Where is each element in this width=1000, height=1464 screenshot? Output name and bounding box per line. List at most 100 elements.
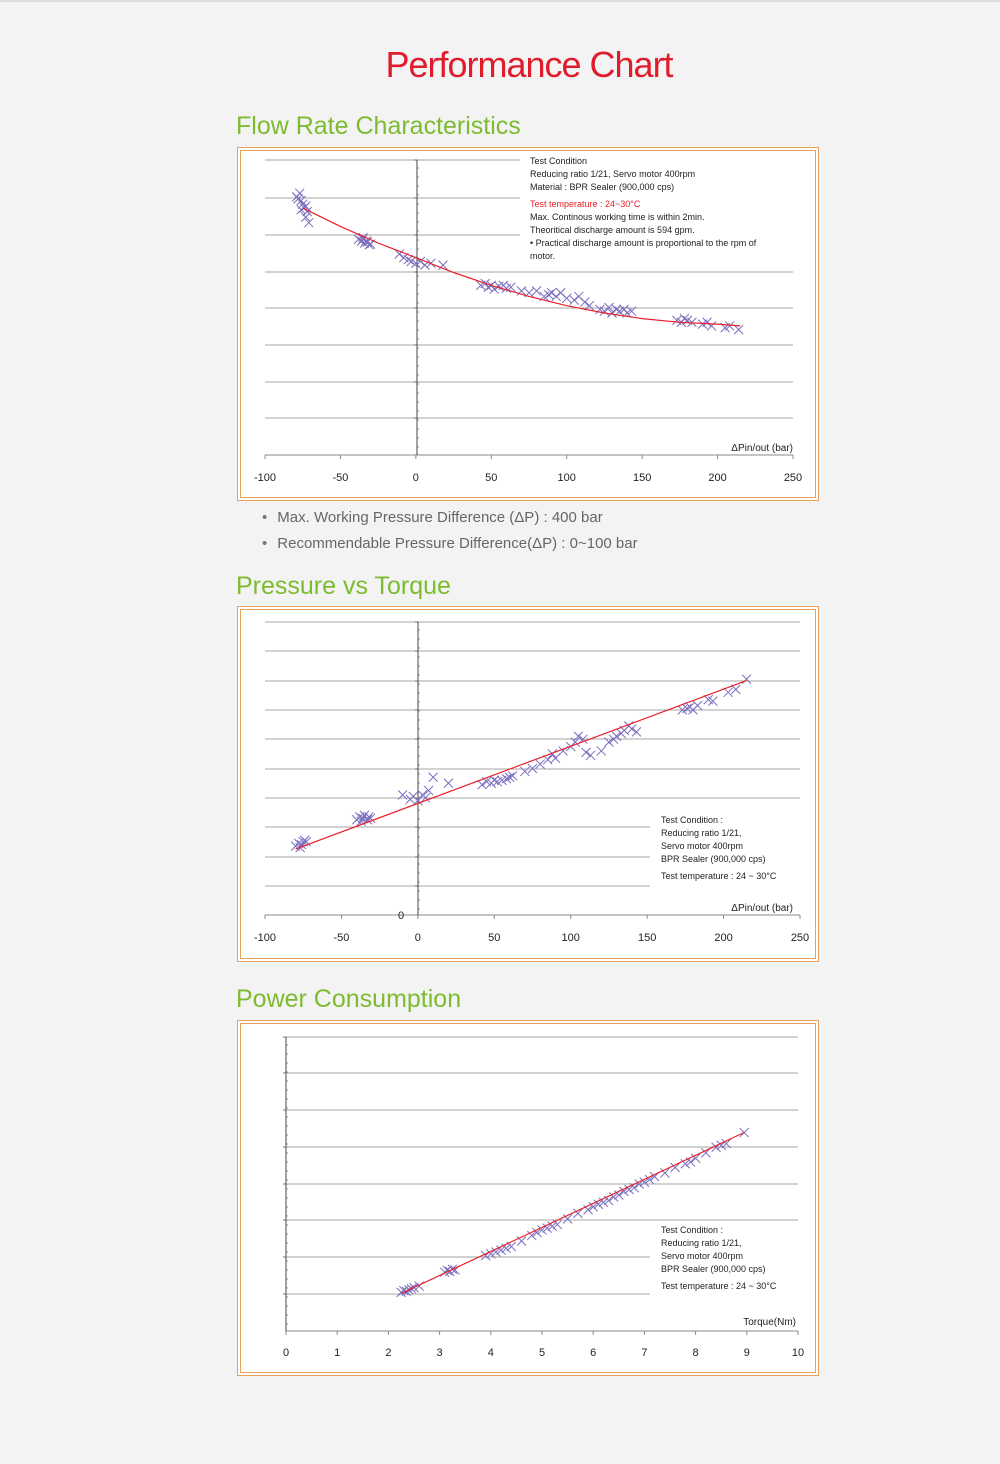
data-point bbox=[708, 696, 718, 706]
data-point bbox=[356, 816, 367, 827]
data-point-stroke bbox=[724, 321, 735, 331]
x-tick-label: 100 bbox=[558, 472, 576, 484]
data-point bbox=[546, 287, 557, 298]
data-point bbox=[682, 703, 692, 714]
data-point-stroke bbox=[596, 746, 607, 756]
data-point-stroke bbox=[660, 1168, 670, 1178]
data-point-stroke bbox=[303, 217, 314, 228]
data-point bbox=[297, 199, 308, 210]
data-point-stroke bbox=[527, 763, 538, 774]
annotation-line: Material : BPR Sealer (900,000 cps) bbox=[530, 182, 674, 192]
data-point bbox=[739, 1127, 750, 1138]
notes-list: Max. Working Pressure Difference (ΔP) : … bbox=[262, 508, 637, 560]
top-divider bbox=[0, 0, 1000, 2]
data-point-stroke bbox=[604, 302, 614, 313]
data-point-stroke bbox=[585, 750, 596, 761]
data-point bbox=[428, 772, 438, 783]
data-point-stroke bbox=[584, 300, 595, 311]
x-tick-label: 0 bbox=[283, 1347, 289, 1359]
data-point-stroke bbox=[531, 286, 542, 296]
data-point bbox=[547, 1221, 558, 1232]
data-point-stroke bbox=[671, 315, 682, 326]
data-point bbox=[604, 737, 614, 747]
data-point-stroke bbox=[552, 1219, 563, 1230]
x-tick-label: -50 bbox=[332, 472, 348, 484]
data-point bbox=[629, 1182, 640, 1193]
annotation-line: Test temperature : 24~30°C bbox=[530, 199, 641, 209]
data-point-stroke bbox=[562, 1214, 573, 1224]
data-point bbox=[303, 217, 314, 228]
data-point-stroke bbox=[608, 1192, 619, 1202]
data-point-stroke bbox=[406, 256, 417, 267]
data-point-stroke bbox=[627, 724, 637, 734]
data-point bbox=[584, 300, 595, 311]
data-point-stroke bbox=[569, 295, 580, 305]
data-point bbox=[413, 795, 423, 806]
x-tick-label: 4 bbox=[488, 1347, 494, 1359]
data-point-stroke bbox=[611, 731, 622, 742]
data-point-stroke bbox=[394, 249, 405, 259]
data-point-stroke bbox=[598, 1197, 609, 1208]
data-point bbox=[542, 754, 553, 765]
data-point bbox=[593, 1199, 604, 1210]
data-point bbox=[296, 195, 307, 206]
data-point-stroke bbox=[547, 748, 558, 759]
trend-line bbox=[400, 1131, 745, 1295]
x-tick-label: 0 bbox=[415, 932, 421, 944]
data-point-stroke bbox=[481, 776, 492, 787]
x-tick-label: 9 bbox=[744, 1347, 750, 1359]
x-tick-label: 250 bbox=[791, 932, 809, 944]
annotation-line: Reducing ratio 1/21, bbox=[661, 828, 742, 838]
data-point bbox=[692, 700, 703, 711]
data-point bbox=[300, 212, 311, 223]
data-point bbox=[491, 1247, 501, 1257]
data-point bbox=[551, 291, 562, 302]
data-point-stroke bbox=[300, 201, 311, 211]
data-point-stroke bbox=[680, 1158, 691, 1169]
data-point bbox=[721, 1138, 732, 1149]
data-point-stroke bbox=[532, 1227, 542, 1238]
data-point bbox=[507, 770, 518, 781]
page-title: Performance Chart bbox=[385, 44, 673, 85]
chart-1: -100 -50 0 50 100 150 200 250 0 ΔPin/out (bar) Tes… bbox=[254, 621, 809, 944]
annotation-line: Reducing ratio 1/21, bbox=[661, 1238, 742, 1248]
x-tick-label: 50 bbox=[485, 472, 497, 484]
data-point bbox=[626, 306, 637, 317]
data-point-stroke bbox=[730, 684, 741, 695]
x-tick-label: 5 bbox=[539, 1347, 545, 1359]
data-point-stroke bbox=[516, 1236, 527, 1246]
data-point-stroke bbox=[721, 1138, 732, 1149]
annotation-line: Test Condition bbox=[530, 156, 587, 166]
data-point-stroke bbox=[364, 239, 374, 250]
y-zero-label: 0 bbox=[398, 910, 404, 922]
data-point bbox=[619, 1186, 629, 1197]
data-point-stroke bbox=[397, 790, 408, 800]
data-point-stroke bbox=[561, 293, 572, 304]
data-point bbox=[680, 1158, 691, 1169]
data-point-stroke bbox=[629, 1182, 640, 1193]
data-point-stroke bbox=[639, 1177, 650, 1188]
x-tick-label: -50 bbox=[333, 932, 349, 944]
data-point-stroke bbox=[542, 754, 553, 765]
data-point-stroke bbox=[356, 816, 367, 827]
data-point-stroke bbox=[599, 306, 610, 317]
chart-2: 0 1 2 3 4 5 6 7 8 9 10 Torque(Nm) Test Condition : Re… bbox=[283, 1036, 804, 1359]
data-point-stroke bbox=[700, 1147, 711, 1158]
data-point-stroke bbox=[507, 770, 518, 781]
x-tick-label: 2 bbox=[385, 1347, 391, 1359]
data-point-stroke bbox=[613, 1190, 624, 1200]
data-point-stroke bbox=[546, 287, 557, 298]
chart-0: -100 -50 0 50 100 150 200 250 ΔPin/out (bar) Test… bbox=[254, 156, 802, 484]
data-point-stroke bbox=[438, 260, 448, 270]
data-point-stroke bbox=[685, 1157, 696, 1167]
data-point bbox=[443, 778, 454, 789]
x-tick-label: 200 bbox=[714, 932, 732, 944]
data-point bbox=[730, 684, 741, 695]
trend-line bbox=[295, 680, 747, 850]
data-point-stroke bbox=[703, 694, 714, 705]
data-point bbox=[700, 1147, 711, 1158]
data-point bbox=[631, 727, 642, 737]
data-point-stroke bbox=[526, 1230, 537, 1241]
data-point-stroke bbox=[300, 212, 311, 223]
data-point-stroke bbox=[520, 766, 530, 777]
